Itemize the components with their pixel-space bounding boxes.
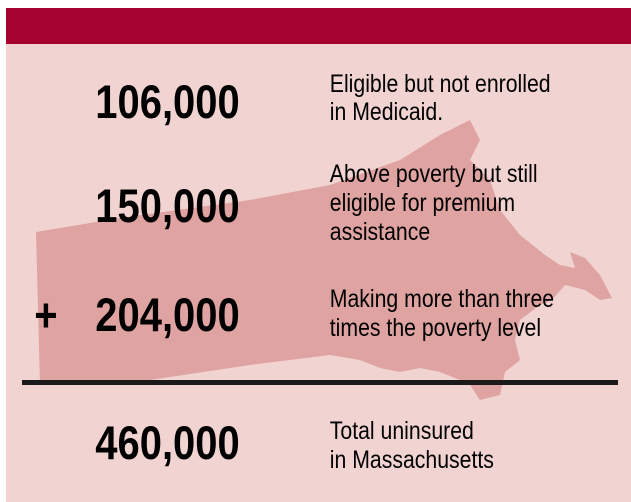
- state-silhouette: [36, 120, 612, 400]
- description: assistance: [330, 217, 430, 245]
- description: Making more than three: [330, 284, 554, 312]
- header-bar: [6, 8, 631, 44]
- description: in Medicaid.: [330, 97, 443, 125]
- figures: 106,000 150,000 + 204,000 460,000 Eligib…: [34, 69, 554, 473]
- description: times the poverty level: [330, 313, 541, 341]
- operator: +: [34, 290, 57, 342]
- number: 106,000: [95, 77, 239, 129]
- divider: [22, 380, 618, 385]
- description: Above poverty but still: [330, 159, 538, 187]
- number: 460,000: [95, 418, 239, 470]
- description: eligible for premium: [330, 188, 515, 216]
- description: in Massachusetts: [330, 445, 494, 473]
- number: 150,000: [95, 181, 239, 233]
- number: 204,000: [95, 290, 239, 342]
- description: Eligible but not enrolled: [330, 69, 551, 97]
- description: Total uninsured: [330, 416, 474, 444]
